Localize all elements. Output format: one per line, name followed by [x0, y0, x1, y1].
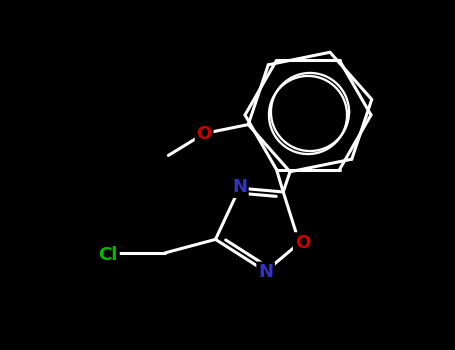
- Text: N: N: [258, 263, 273, 281]
- Text: N: N: [232, 178, 247, 196]
- Text: O: O: [197, 125, 212, 142]
- Text: Cl: Cl: [99, 246, 118, 264]
- Text: O: O: [295, 234, 310, 252]
